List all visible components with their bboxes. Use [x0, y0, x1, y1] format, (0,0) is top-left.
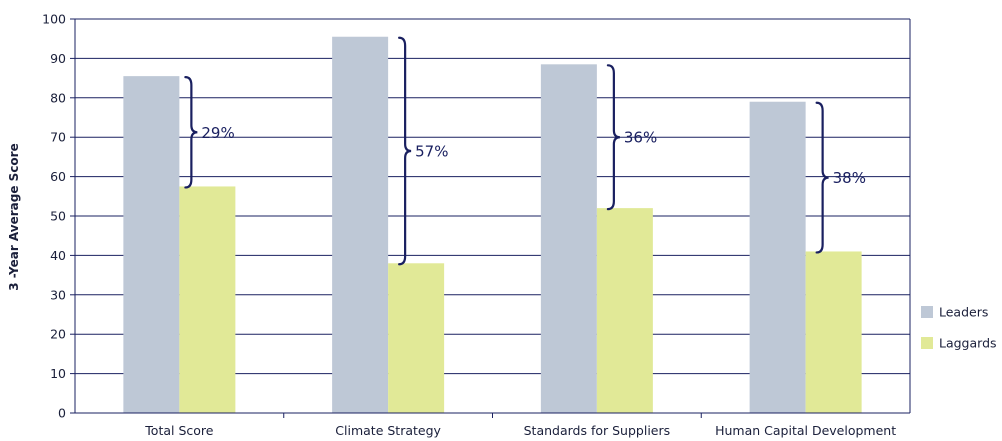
bar-leaders	[749, 101, 806, 414]
bar-laggards	[179, 186, 236, 413]
y-tick-label: 0	[58, 406, 66, 421]
legend: Leaders Laggards	[921, 305, 997, 351]
legend-label-laggards: Laggards	[939, 336, 997, 351]
y-tick-label: 20	[50, 327, 66, 342]
axes: 0 10 20 30 40 50 60 70 80 90 100 Total Score Climate…	[42, 12, 911, 438]
gap-label: 57%	[415, 143, 448, 161]
y-tick-label: 30	[50, 287, 66, 302]
gap-braces: 29% 57% 36% 38%	[184, 36, 866, 266]
legend-swatch-leaders	[921, 306, 933, 318]
y-tick-label: 10	[50, 366, 66, 381]
y-tick-label: 90	[50, 51, 66, 66]
legend-swatch-laggards	[921, 337, 933, 349]
bar-leaders	[332, 36, 389, 413]
y-axis-title: 3 -Year Average Score	[7, 143, 21, 290]
bar-leaders	[123, 76, 180, 413]
y-tick-label: 60	[50, 169, 66, 184]
x-tick-label: Climate Strategy	[335, 423, 441, 438]
y-tick-label: 40	[50, 248, 66, 263]
y-tick-label: 100	[42, 12, 66, 27]
gap-brace	[398, 36, 412, 266]
x-tick-label: Standards for Suppliers	[524, 423, 671, 438]
y-tick-label: 50	[50, 209, 66, 224]
bar-laggards	[596, 208, 653, 413]
gap-label: 38%	[833, 169, 866, 187]
legend-label-leaders: Leaders	[939, 305, 988, 320]
bar-laggards	[805, 251, 862, 413]
x-tick-label: Total Score	[144, 423, 213, 438]
bar-leaders	[540, 64, 597, 413]
y-tick-label: 70	[50, 130, 66, 145]
gap-label: 29%	[201, 124, 234, 142]
y-tick-label: 80	[50, 90, 66, 105]
x-tick-label: Human Capital Development	[715, 423, 896, 438]
gap-brace	[184, 76, 198, 189]
gap-brace	[606, 64, 620, 211]
bar-laggards	[388, 263, 445, 413]
gap-label: 36%	[624, 129, 657, 147]
gap-brace	[815, 101, 829, 254]
bars	[123, 36, 862, 414]
